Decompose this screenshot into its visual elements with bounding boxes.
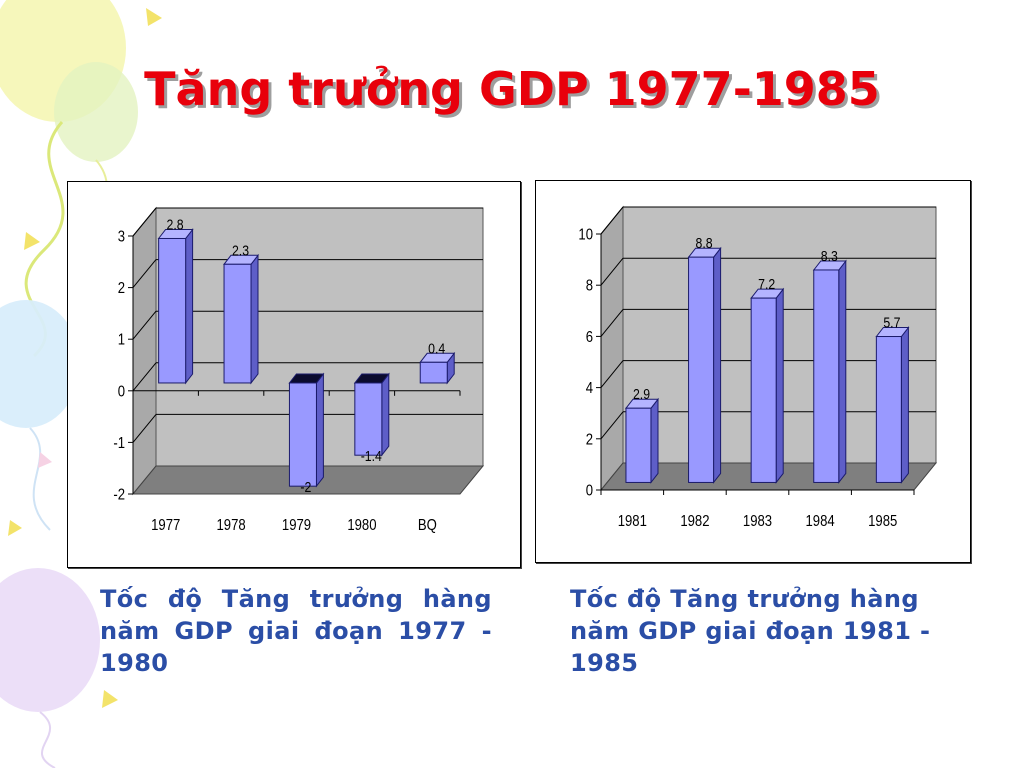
gridline xyxy=(132,259,157,288)
bar-chart-left-svg: -2 -1 0 1 2 3 1977 1978 1979 1980 BQ 2.8 2.3 -2 -1.4 0.… xyxy=(113,206,485,534)
data-label-1985: 5.7 xyxy=(883,314,900,330)
data-label-1977: 2.8 xyxy=(167,216,184,232)
balloon-string xyxy=(39,711,56,768)
bar-1978-front xyxy=(223,263,252,384)
y-tick-label: 0 xyxy=(586,482,593,499)
category-label-1979: 1979 xyxy=(282,517,311,534)
bar-1983-side xyxy=(775,287,784,484)
category-label-1981: 1981 xyxy=(618,513,647,530)
bar-1982-side xyxy=(713,246,722,484)
caption-right: Tốc độ Tăng trưởng hàng năm GDP giai đoạ… xyxy=(570,585,931,677)
bar-1980-side xyxy=(381,372,390,457)
bar-BQ-front xyxy=(419,361,448,384)
bar-1985-front xyxy=(875,336,902,483)
confetti-triangle xyxy=(102,690,118,708)
bar-1981-front xyxy=(625,407,652,483)
data-label-1978: 2.3 xyxy=(232,242,249,258)
bar-1979-front xyxy=(288,382,317,487)
y-tick-label: 1 xyxy=(118,332,125,349)
bar-1977-side xyxy=(185,228,194,385)
data-label-BQ: 0.4 xyxy=(428,340,445,356)
data-label-1979: -2 xyxy=(300,479,311,495)
bar-1983 xyxy=(750,287,785,484)
y-tick-label: 10 xyxy=(578,226,593,243)
category-label-1978: 1978 xyxy=(217,517,246,534)
bar-1985-side xyxy=(900,326,909,484)
data-label-1980: -1.4 xyxy=(361,448,383,464)
bar-1981 xyxy=(624,397,660,484)
gridline xyxy=(600,309,624,337)
category-label-1977: 1977 xyxy=(151,517,180,534)
y-tick-label: 6 xyxy=(586,329,593,346)
y-tick-label: 2 xyxy=(586,431,593,448)
y-tick-label: 3 xyxy=(118,228,125,245)
confetti-triangle xyxy=(8,520,22,536)
y-tick-label: 0 xyxy=(118,383,125,400)
chart-side-wall xyxy=(132,206,157,496)
bar-1985 xyxy=(875,326,910,484)
bar-chart-right-svg: 0 2 4 6 8 10 1981 1982 1983 1984 1985 2.9 8.8 7.2 8.3 5… xyxy=(578,205,938,530)
balloon-green xyxy=(54,62,138,162)
gridline xyxy=(600,411,624,440)
bar-1982-front xyxy=(688,256,715,483)
category-label-1985: 1985 xyxy=(868,513,897,530)
gdp-chart-left: -2 -1 0 1 2 3 1977 1978 1979 1980 BQ 2.8 2.3 -2 -1.4 0.… xyxy=(67,181,521,568)
gridline xyxy=(132,414,157,443)
balloon-purple xyxy=(0,568,100,712)
y-tick-label: -2 xyxy=(113,486,125,503)
bar-1979 xyxy=(288,372,325,488)
gdp-chart-right: 0 2 4 6 8 10 1981 1982 1983 1984 1985 2.9 8.8 7.2 8.3 5… xyxy=(535,180,971,563)
data-label-1983: 7.2 xyxy=(758,276,775,292)
y-tick-label: 2 xyxy=(118,280,125,297)
data-label-1982: 8.8 xyxy=(696,235,713,251)
category-label-BQ: BQ xyxy=(418,517,437,534)
gridline xyxy=(600,206,624,235)
confetti-triangle xyxy=(24,232,40,250)
gridline xyxy=(600,257,624,286)
category-label-1983: 1983 xyxy=(743,513,772,530)
y-tick-label: -1 xyxy=(113,435,125,452)
gridline xyxy=(600,360,624,388)
bar-1978 xyxy=(222,253,260,385)
bar-1984 xyxy=(812,259,847,484)
gridline xyxy=(132,362,157,392)
confetti-triangle xyxy=(38,452,52,468)
bar-BQ xyxy=(419,351,456,385)
bar-1984-front xyxy=(813,269,840,483)
balloon-blue xyxy=(0,300,80,428)
bar-1982 xyxy=(687,246,722,484)
data-label-1981: 2.9 xyxy=(633,386,650,402)
category-label-1984: 1984 xyxy=(806,513,835,530)
bar-1984-side xyxy=(838,259,847,484)
confetti-triangle xyxy=(146,8,162,26)
category-label-1980: 1980 xyxy=(347,517,376,534)
y-tick-label: 4 xyxy=(586,380,593,397)
chart-side-wall xyxy=(600,205,624,492)
data-label-1984: 8.3 xyxy=(821,248,838,264)
balloon-string xyxy=(29,427,51,531)
caption-left: Tốc độ Tăng trưởng hàng năm GDP giai đoạ… xyxy=(100,585,492,677)
gridline xyxy=(132,310,157,340)
bar-1983-front xyxy=(750,297,777,483)
bar-1978-side xyxy=(250,253,259,385)
slide-title: Tăng trưởng GDP 1977-1985 xyxy=(144,62,880,116)
y-tick-label: 8 xyxy=(586,278,593,295)
gridline xyxy=(132,207,157,237)
bar-1977-front xyxy=(158,237,187,384)
bar-1977 xyxy=(157,228,194,385)
bar-1981-side xyxy=(650,397,659,484)
bar-1980 xyxy=(353,372,390,457)
category-label-1982: 1982 xyxy=(680,513,709,530)
bar-1980-front xyxy=(354,382,383,456)
bar-1979-side xyxy=(315,372,324,488)
